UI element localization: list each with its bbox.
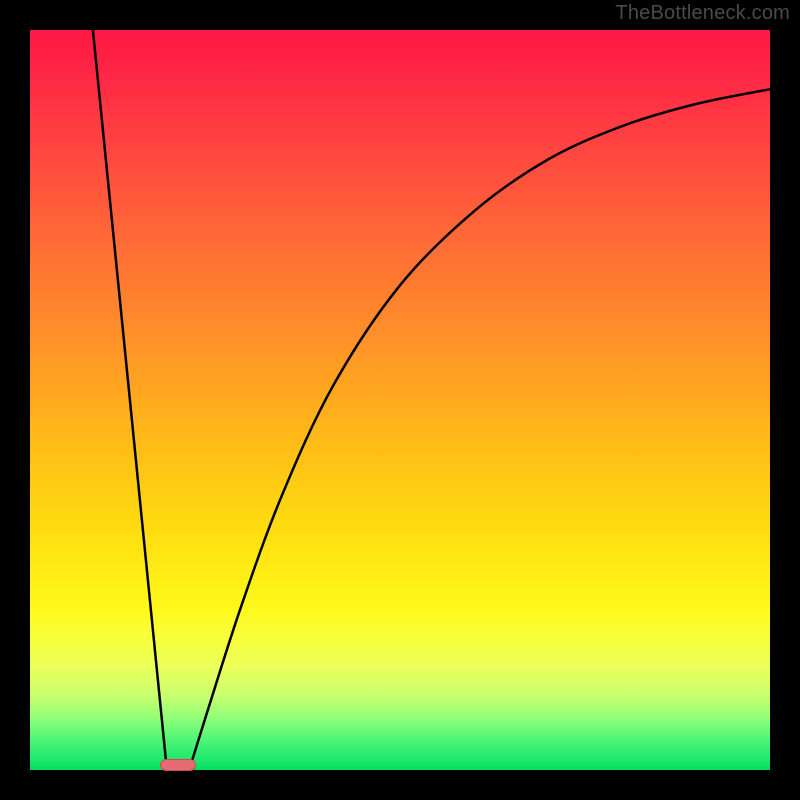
- bottleneck-curve: [30, 30, 770, 770]
- optimal-point-marker: [160, 759, 196, 771]
- watermark-text: TheBottleneck.com: [615, 2, 790, 25]
- chart-frame: TheBottleneck.com: [0, 0, 800, 800]
- plot-area: [30, 30, 770, 770]
